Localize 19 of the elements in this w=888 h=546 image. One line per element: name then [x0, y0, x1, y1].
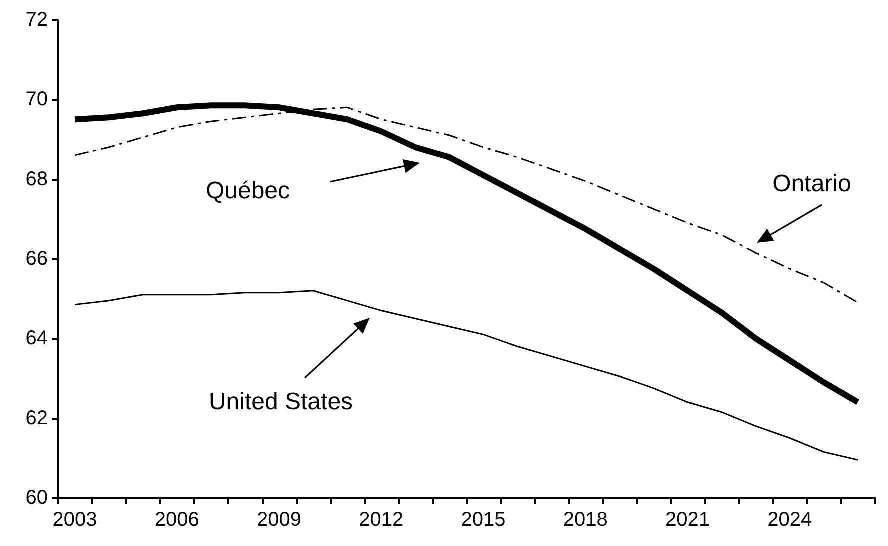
x-tick-label: 2021	[666, 509, 710, 531]
y-tick-label: 72	[26, 9, 48, 31]
line-series	[74, 290, 859, 461]
y-tick-label: 66	[26, 248, 48, 270]
x-tick-label: 2009	[257, 509, 302, 531]
x-tick-label: 2003	[52, 509, 98, 531]
y-tick-label: 68	[26, 168, 48, 190]
y-tick-label: 64	[26, 328, 48, 350]
y-tick-label: 60	[26, 487, 48, 509]
y-tick-label: 62	[26, 407, 48, 430]
annotation: United States	[208, 388, 354, 416]
x-tick-label: 2006	[154, 509, 200, 531]
x-tick-label: 2015	[461, 509, 506, 531]
y-tick-label: 70	[26, 88, 48, 111]
x-tick-label: 2018	[563, 509, 608, 531]
x-tick-label: 2024	[768, 509, 812, 531]
annotation: Ontario	[772, 170, 852, 198]
annotation: Québec	[206, 177, 290, 204]
x-tick-label: 2012	[359, 509, 404, 531]
